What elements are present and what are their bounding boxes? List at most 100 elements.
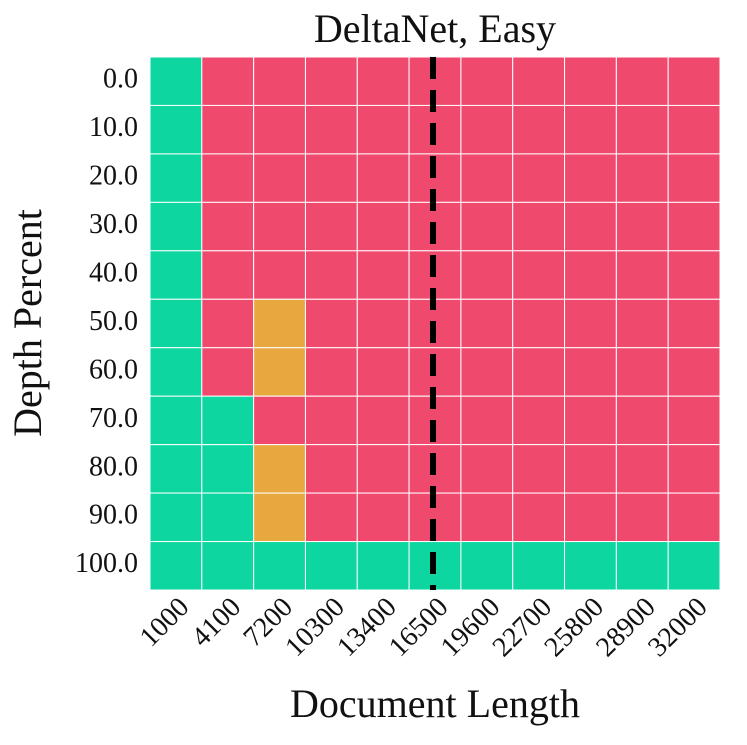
heatmap-cell xyxy=(512,541,566,591)
heatmap-cell xyxy=(512,347,566,397)
heatmap-cell xyxy=(615,347,669,397)
heatmap-cell xyxy=(615,395,669,446)
heatmap-cell xyxy=(201,492,255,543)
heatmap-cell xyxy=(564,201,617,252)
heatmap-cell xyxy=(149,56,203,106)
x-tick-label: 10300 xyxy=(279,592,350,663)
heatmap-cell xyxy=(201,444,255,494)
heatmap-cell xyxy=(356,153,410,203)
heatmap-cell xyxy=(615,104,669,155)
heatmap-cell xyxy=(460,56,514,106)
heatmap-cell xyxy=(512,56,566,106)
y-tick-label: 0.0 xyxy=(103,64,138,95)
heatmap-cell xyxy=(253,56,306,106)
heatmap-cell xyxy=(201,541,255,591)
heatmap-cell xyxy=(564,347,617,397)
heatmap-cell xyxy=(564,153,617,203)
x-tick-label: 28900 xyxy=(590,592,661,663)
y-tick-label: 70.0 xyxy=(89,403,138,434)
heatmap-cell xyxy=(512,492,566,543)
heatmap-cell xyxy=(460,250,514,300)
x-tick-label: 25800 xyxy=(539,592,610,663)
heatmap-cell xyxy=(356,201,410,252)
heatmap-cell xyxy=(201,56,255,106)
heatmap-cell xyxy=(512,104,566,155)
heatmap-cell xyxy=(201,298,255,349)
heatmap-cell xyxy=(149,395,203,446)
heatmap-cell xyxy=(304,250,358,300)
x-axis-title: Document Length xyxy=(290,681,580,726)
heatmap-cell xyxy=(667,541,721,591)
heatmap-cell xyxy=(201,250,255,300)
heatmap-cell xyxy=(564,444,617,494)
heatmap-cell xyxy=(149,250,203,300)
heatmap-cell xyxy=(304,347,358,397)
x-tick-label: 22700 xyxy=(487,592,558,663)
heatmap-cell xyxy=(304,298,358,349)
heatmap-cell xyxy=(564,492,617,543)
y-tick-label: 20.0 xyxy=(89,161,138,192)
heatmap-cell xyxy=(253,347,306,397)
x-tick-label: 32000 xyxy=(642,592,713,663)
heatmap-cell xyxy=(356,492,410,543)
heatmap-cell xyxy=(253,104,306,155)
heatmap-cell xyxy=(253,492,306,543)
heatmap-cell xyxy=(460,492,514,543)
heatmap-cell xyxy=(253,201,306,252)
heatmap-cell xyxy=(356,250,410,300)
heatmap-cell xyxy=(304,444,358,494)
heatmap-cell xyxy=(667,56,721,106)
heatmap-cell xyxy=(615,541,669,591)
heatmap-cell xyxy=(460,347,514,397)
heatmap-cell xyxy=(615,492,669,543)
heatmap-cell xyxy=(460,444,514,494)
y-axis-title: Depth Percent xyxy=(5,209,50,437)
heatmap-cell xyxy=(149,347,203,397)
heatmap-cell xyxy=(667,153,721,203)
heatmap-cell xyxy=(460,541,514,591)
heatmap-cell xyxy=(667,492,721,543)
heatmap-cell xyxy=(304,492,358,543)
heatmap-cell xyxy=(512,250,566,300)
heatmap-cell xyxy=(201,201,255,252)
heatmap-cell xyxy=(356,395,410,446)
heatmap-cell xyxy=(356,347,410,397)
heatmap-cell xyxy=(304,153,358,203)
heatmap-cell xyxy=(667,395,721,446)
heatmap-cell xyxy=(253,153,306,203)
heatmap-cell xyxy=(356,104,410,155)
heatmap-cell xyxy=(356,541,410,591)
heatmap-cell xyxy=(356,444,410,494)
heatmap-cell xyxy=(253,444,306,494)
heatmap-cell xyxy=(149,541,203,591)
heatmap-cell xyxy=(615,56,669,106)
heatmap-cell xyxy=(512,395,566,446)
x-tick-label: 4100 xyxy=(186,592,248,654)
heatmap-cell xyxy=(667,250,721,300)
y-tick-label: 60.0 xyxy=(89,354,138,385)
y-tick-label: 50.0 xyxy=(89,306,138,337)
heatmap-cell xyxy=(304,541,358,591)
heatmap-cell xyxy=(460,395,514,446)
heatmap-cell xyxy=(564,298,617,349)
heatmap-cell xyxy=(356,298,410,349)
heatmap-cell xyxy=(564,104,617,155)
heatmap-cell xyxy=(149,444,203,494)
heatmap-cell xyxy=(201,153,255,203)
heatmap-cell xyxy=(564,395,617,446)
heatmap-cell xyxy=(667,347,721,397)
heatmap-cell xyxy=(615,250,669,300)
heatmap-cell xyxy=(564,56,617,106)
heatmap-cell xyxy=(149,492,203,543)
x-tick-label: 16500 xyxy=(383,592,454,663)
heatmap-cell xyxy=(615,153,669,203)
y-tick-label: 100.0 xyxy=(75,548,138,579)
heatmap-cell xyxy=(253,298,306,349)
heatmap-cell xyxy=(304,56,358,106)
heatmap-cell xyxy=(460,104,514,155)
heatmap-cell xyxy=(512,298,566,349)
y-tick-label: 40.0 xyxy=(89,257,138,288)
heatmap-cell xyxy=(615,444,669,494)
